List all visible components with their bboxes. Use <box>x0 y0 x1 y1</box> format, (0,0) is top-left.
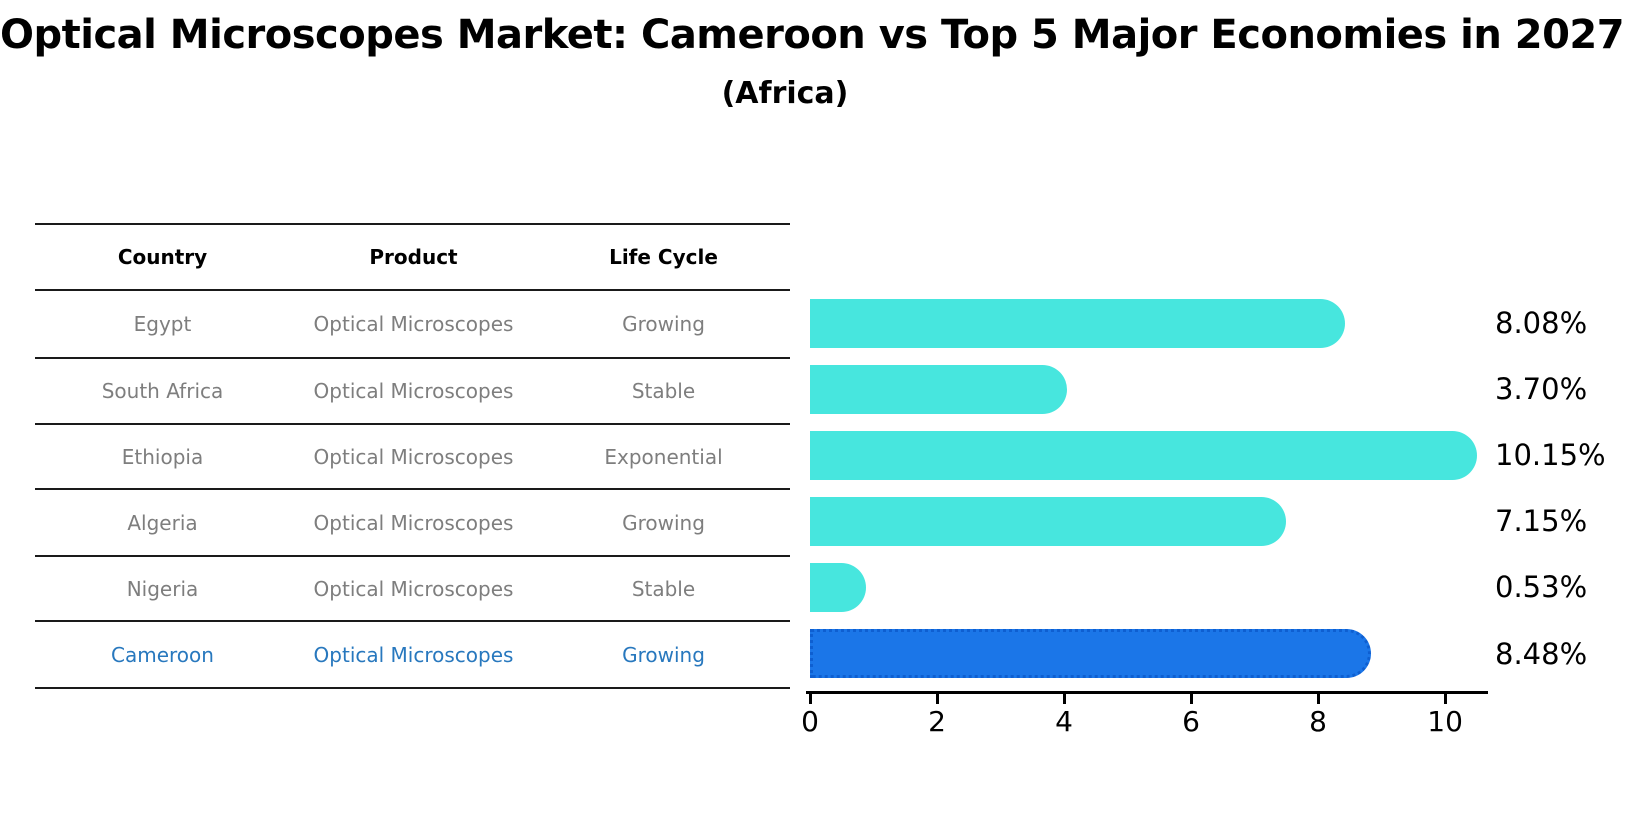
chart-title: Optical Microscopes Market: Cameroon vs … <box>0 12 1625 58</box>
bar-egypt <box>810 298 1346 348</box>
x-axis-tick <box>1190 694 1194 704</box>
x-axis-tick <box>809 694 812 704</box>
bar-nigeria <box>810 562 866 612</box>
bar-ethiopia <box>810 430 1477 480</box>
cell-country: Nigeria <box>126 576 199 601</box>
cell-product: Optical Microscopes <box>313 642 514 667</box>
value-label: 3.70% <box>1495 372 1588 407</box>
x-axis-tick-label: 2 <box>928 705 946 738</box>
cell-country: Cameroon <box>111 642 214 667</box>
x-axis-tick <box>1444 694 1448 704</box>
bar-cameroon-highlight <box>810 629 1371 678</box>
cell-country: Algeria <box>127 510 198 535</box>
cell-product: Optical Microscopes <box>313 576 514 601</box>
column-header-country: Country <box>117 245 208 269</box>
bar-south-africa <box>810 364 1067 414</box>
x-axis-line <box>806 691 1488 694</box>
column-header-life-cycle: Life Cycle <box>609 245 718 269</box>
table-row: Algeria Optical Microscopes Growing <box>35 490 790 555</box>
x-axis-tick-label: 6 <box>1182 705 1200 738</box>
cell-country: South Africa <box>101 379 224 403</box>
value-label: 7.15% <box>1495 504 1588 539</box>
table-rule <box>35 357 790 359</box>
x-axis-tick-label: 8 <box>1309 705 1327 738</box>
cell-product: Optical Microscopes <box>313 312 514 336</box>
cell-product: Optical Microscopes <box>313 444 514 469</box>
table-rule <box>35 488 790 490</box>
bar-algeria <box>810 496 1287 546</box>
x-axis-tick <box>1063 694 1067 704</box>
column-header-product: Product <box>369 245 458 269</box>
cell-life-cycle: Exponential <box>604 444 723 469</box>
table-rule <box>35 423 790 425</box>
cell-life-cycle: Stable <box>631 379 696 403</box>
cell-life-cycle: Growing <box>622 642 705 667</box>
cell-life-cycle: Growing <box>622 312 705 336</box>
table-rule <box>35 223 790 225</box>
x-axis-tick-label: 0 <box>801 705 819 738</box>
value-label: 10.15% <box>1495 438 1606 473</box>
table-rule <box>35 687 790 689</box>
x-axis-tick-label: 10 <box>1427 705 1463 738</box>
cell-product: Optical Microscopes <box>313 379 514 403</box>
table-row-highlighted: Cameroon Optical Microscopes Growing <box>35 622 790 687</box>
cell-life-cycle: Growing <box>622 510 705 535</box>
table-header-row: Country Product Life Cycle <box>35 225 790 289</box>
x-axis-tick <box>936 694 940 704</box>
x-axis-tick-label: 4 <box>1055 705 1073 738</box>
table-row: Nigeria Optical Microscopes Stable <box>35 557 790 620</box>
table-row: Egypt Optical Microscopes Growing <box>35 291 790 357</box>
value-label: 8.08% <box>1495 306 1588 340</box>
table-rule <box>35 289 790 291</box>
value-label: 0.53% <box>1495 570 1588 605</box>
cell-product: Optical Microscopes <box>313 510 514 535</box>
table-rule <box>35 620 790 622</box>
table-rule <box>35 555 790 557</box>
cell-country: Ethiopia <box>121 444 204 469</box>
x-axis-tick <box>1317 694 1321 704</box>
chart-subtitle: (Africa) <box>721 76 849 111</box>
table-row: Ethiopia Optical Microscopes Exponential <box>35 425 790 488</box>
table-row: South Africa Optical Microscopes Stable <box>35 359 790 423</box>
cell-life-cycle: Stable <box>631 576 696 601</box>
value-label: 8.48% <box>1495 636 1588 671</box>
cell-country: Egypt <box>133 312 192 336</box>
